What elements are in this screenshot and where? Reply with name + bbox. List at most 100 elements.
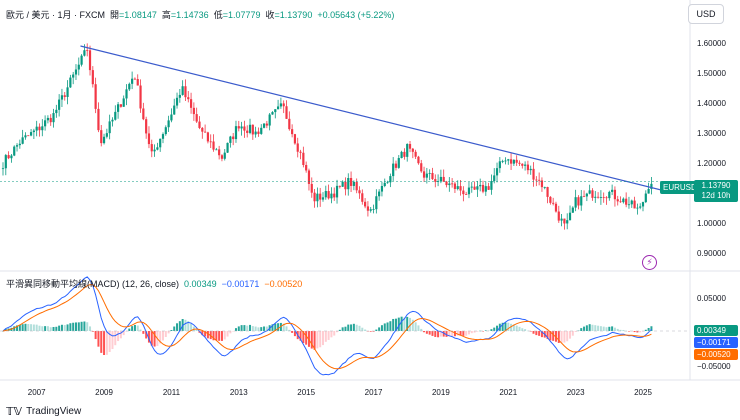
candle-body (72, 74, 75, 78)
macd-hist-bar (501, 322, 504, 331)
macd-hist-bar (260, 327, 263, 331)
macd-hist-bar (327, 331, 330, 340)
candle-body (271, 112, 274, 115)
macd-hist-bar (77, 322, 80, 331)
macd-hist-bar (125, 331, 128, 332)
candle-body (515, 159, 518, 163)
candle-body (507, 159, 510, 161)
macd-hist-bar (636, 331, 639, 333)
candle-body (380, 186, 384, 192)
macd-hist-bar (434, 331, 437, 337)
trend-line[interactable] (80, 45, 674, 194)
macd-hist-bar (341, 327, 344, 331)
candle-body (97, 108, 100, 131)
candle-body (543, 187, 546, 188)
macd-hist-bar (428, 331, 431, 335)
macd-hist-bar (580, 328, 583, 331)
macd-hist-bar (490, 329, 493, 331)
candle-body (94, 84, 97, 109)
candle-body (240, 126, 243, 129)
macd-hist-bar (375, 329, 378, 331)
time-axis-label: 2009 (95, 388, 113, 397)
candle-body (175, 97, 179, 106)
candle-body (330, 193, 333, 199)
macd-axis-label: −0.05000 (697, 362, 731, 371)
price-candles (1, 43, 653, 230)
macd-hist-bar (184, 319, 187, 331)
macd-hist-bar (282, 323, 285, 331)
candle-body (582, 196, 586, 198)
macd-hist-bar (406, 316, 409, 331)
tradingview-icon: 𝕋𝕍 (6, 406, 23, 418)
macd-hist-bar (274, 323, 277, 331)
macd-hist-bar (83, 321, 86, 331)
macd-hist-bar (164, 331, 167, 338)
candle-body (293, 134, 297, 144)
candle-body (52, 113, 55, 123)
price-axis-label: 1.30000 (697, 129, 726, 138)
macd-hist-bar (18, 325, 21, 331)
candle-body (479, 184, 482, 187)
candle-body (21, 137, 24, 144)
candle-body (434, 179, 437, 182)
macd-hist-bar (423, 331, 426, 333)
candle-body (546, 187, 549, 197)
candle-body (529, 168, 532, 171)
candle-body (100, 130, 103, 144)
candle-body (276, 106, 280, 110)
candle-body (417, 156, 420, 164)
macd-hist-bar (594, 325, 597, 331)
macd-hist-bar (372, 331, 375, 332)
macd-hist-bar (246, 325, 249, 331)
tradingview-logo[interactable]: 𝕋𝕍 TradingView (6, 405, 81, 418)
candle-body (596, 196, 600, 198)
macd-hist-bar (251, 326, 254, 331)
macd-hist-bar (588, 324, 591, 331)
candle-body (232, 136, 235, 140)
lightning-icon[interactable]: ⚡ (642, 255, 657, 270)
macd-hist-bar (448, 331, 451, 337)
candle-body (105, 133, 108, 137)
candle-body (251, 124, 254, 135)
candle-body (125, 89, 128, 99)
candle-body (369, 209, 372, 211)
candle-body (41, 126, 44, 131)
candle-body (223, 152, 226, 159)
candle-body (453, 183, 457, 189)
macd-hist-bar (218, 331, 221, 341)
macd-hist-bar (417, 325, 420, 331)
macd-hist-bar (546, 331, 549, 340)
macd-hist-bar (324, 331, 327, 342)
candle-body (260, 127, 263, 134)
candle-body (156, 147, 159, 150)
candle-body (4, 155, 7, 169)
candle-body (476, 186, 479, 190)
price-axis[interactable]: 1.60000 1.50000 1.40000 1.30000 1.20000 1.000… (697, 39, 731, 371)
macd-hist-bar (336, 331, 339, 333)
macd-hist-bar (493, 327, 496, 331)
candle-body (122, 98, 125, 107)
macd-hist-bar (170, 330, 173, 331)
macd-hist-bar (142, 331, 145, 334)
macd-hist-bar (411, 319, 414, 331)
macd-hist-bar (577, 330, 580, 331)
macd-hist-bar (569, 331, 572, 339)
macd-hist-bar (49, 327, 52, 331)
candle-body (448, 183, 451, 186)
macd-hist-bar (147, 331, 150, 343)
macd-hist-bar (257, 327, 260, 331)
macd-hist-bar (644, 329, 647, 331)
candle-body (167, 120, 170, 128)
candle-body (358, 190, 361, 194)
macd-hist-bar (647, 327, 650, 331)
currency-button[interactable]: USD (688, 4, 724, 24)
candle-body (493, 175, 496, 182)
time-axis[interactable]: 2007 2009 2011 2013 2015 2017 2019 2021 2023 2025 (28, 388, 653, 397)
macd-hist-bar (442, 331, 445, 337)
candle-body (364, 201, 367, 207)
candle-body (641, 202, 645, 207)
candle-body (481, 184, 485, 192)
candle-body (347, 177, 350, 190)
candle-body (279, 103, 282, 107)
